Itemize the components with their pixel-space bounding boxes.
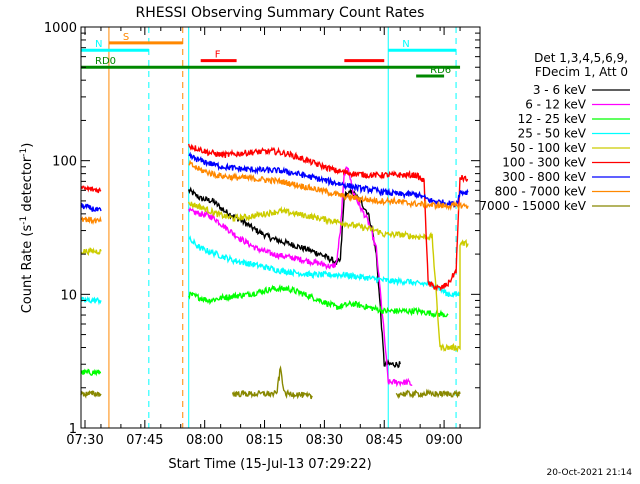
legend-label-5: 100 - 300 keV: [502, 156, 586, 170]
series-7: [80, 159, 469, 225]
annotation-label-1: N: [95, 39, 102, 50]
series-8-segment-0: [80, 390, 102, 399]
legend-label-3: 25 - 50 keV: [518, 127, 587, 141]
series-2: [80, 283, 449, 377]
y-axis-label-tail: detector: [20, 156, 35, 216]
y-axis-label: Count Rate (s-1 detector-1): [19, 143, 35, 314]
series-7-segment-0: [80, 215, 102, 225]
annotation-label-0: S: [123, 32, 129, 43]
y-tick-label-3: 1000: [44, 21, 77, 36]
x-tick-label-2: 08:00: [186, 433, 223, 448]
x-tick-label-3: 08:15: [246, 433, 283, 448]
annotation-label-6: RD6: [430, 65, 451, 76]
series-5-segment-0: [80, 184, 102, 194]
series-3-segment-1: [188, 235, 461, 298]
y-tick-label-0: 1: [69, 422, 77, 437]
legend-label-6: 300 - 800 keV: [502, 170, 586, 184]
series-0-segment-0: [188, 186, 401, 369]
x-axis-label: Start Time (15-Jul-13 07:29:22): [168, 457, 371, 472]
legend-label-1: 6 - 12 keV: [525, 98, 587, 112]
annotation-layer: S N N F RD0 RD6: [81, 32, 461, 78]
axes-layer: 07:30 07:45 08:00 08:15 08:30 08:45 09:00 1 10 10…: [44, 21, 481, 448]
series-4-segment-0: [80, 247, 102, 256]
series-0: [188, 186, 401, 369]
series-6-segment-1: [188, 151, 469, 208]
series-8-segment-1: [231, 365, 313, 400]
series-5: [80, 143, 469, 292]
legend-label-4: 50 - 100 keV: [510, 141, 587, 155]
y-axis-label-sup2: -1: [19, 148, 29, 157]
y-axis-label-close: ): [20, 143, 35, 148]
series-4-segment-1: [188, 201, 469, 353]
y-axis-label-group: Count Rate (s-1 detector-1): [19, 143, 35, 314]
series-layer: [80, 143, 469, 400]
legend-label-2: 12 - 25 keV: [518, 112, 587, 126]
x-tick-label-6: 09:00: [425, 433, 462, 448]
series-6-segment-0: [80, 202, 102, 213]
x-tick-label-0: 07:30: [66, 433, 103, 448]
series-4: [80, 201, 469, 353]
annotation-label-3: F: [215, 50, 221, 61]
footer-date: 20-Oct-2021 21:14: [547, 468, 633, 478]
series-8: [80, 365, 461, 400]
series-6: [80, 151, 469, 213]
x-tick-label-4: 08:30: [306, 433, 343, 448]
y-axis-label-head: Count Rate (s: [20, 225, 35, 314]
series-1: [188, 166, 413, 388]
legend-label-0: 3 - 6 keV: [533, 83, 587, 97]
x-tick-label-5: 08:45: [366, 433, 403, 448]
legend-header-2: FDecim 1, Att 0: [535, 65, 628, 79]
y-tick-label-1: 10: [60, 288, 77, 303]
y-tick-label-2: 100: [52, 155, 77, 170]
series-1-segment-0: [188, 166, 413, 388]
series-7-segment-1: [188, 159, 469, 212]
series-2-segment-1: [188, 283, 449, 319]
x-tick-label-1: 07:45: [126, 433, 163, 448]
legend: Det 1,3,4,5,6,9, FDecim 1, Att 0 3 - 6 k…: [479, 51, 630, 213]
series-8-segment-2: [395, 388, 461, 400]
series-5-segment-1: [188, 143, 469, 292]
legend-label-7: 800 - 7000 keV: [495, 185, 587, 199]
series-2-segment-0: [80, 368, 102, 377]
y-axis-label-sup: -1: [19, 216, 29, 225]
annotation-label-2: N: [402, 39, 409, 50]
annotation-label-5: RD0: [95, 56, 116, 67]
chart-title: RHESSI Observing Summary Count Rates: [136, 5, 425, 21]
legend-header-1: Det 1,3,4,5,6,9,: [534, 51, 628, 65]
legend-label-8: 7000 - 15000 keV: [479, 199, 586, 213]
